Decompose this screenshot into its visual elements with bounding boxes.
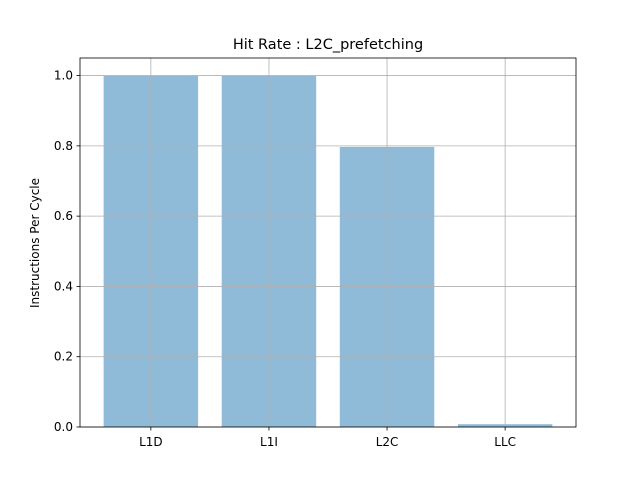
x-tick-label-l1i: L1I: [260, 435, 278, 449]
x-tick-label-l2c: L2C: [376, 435, 399, 449]
y-tick-label-5: 1.0: [54, 69, 73, 83]
chart-title: Hit Rate : L2C_prefetching: [233, 37, 423, 53]
x-tick-label-l1d: L1D: [139, 435, 163, 449]
y-tick-label-1: 0.2: [54, 350, 73, 364]
x-tick-label-llc: LLC: [494, 435, 516, 449]
y-tick-label-3: 0.6: [54, 209, 73, 223]
axes-frame: [79, 57, 577, 428]
y-tick-label-0: 0.0: [54, 420, 73, 434]
y-tick-label-4: 0.8: [54, 139, 73, 153]
y-tick-label-2: 0.4: [54, 279, 73, 293]
y-axis-label: Instructions Per Cycle: [28, 178, 42, 308]
plot-area: 0.0 0.2 0.4 0.6 0.8 1.0 L1D L1I L2C LLC: [54, 57, 577, 449]
